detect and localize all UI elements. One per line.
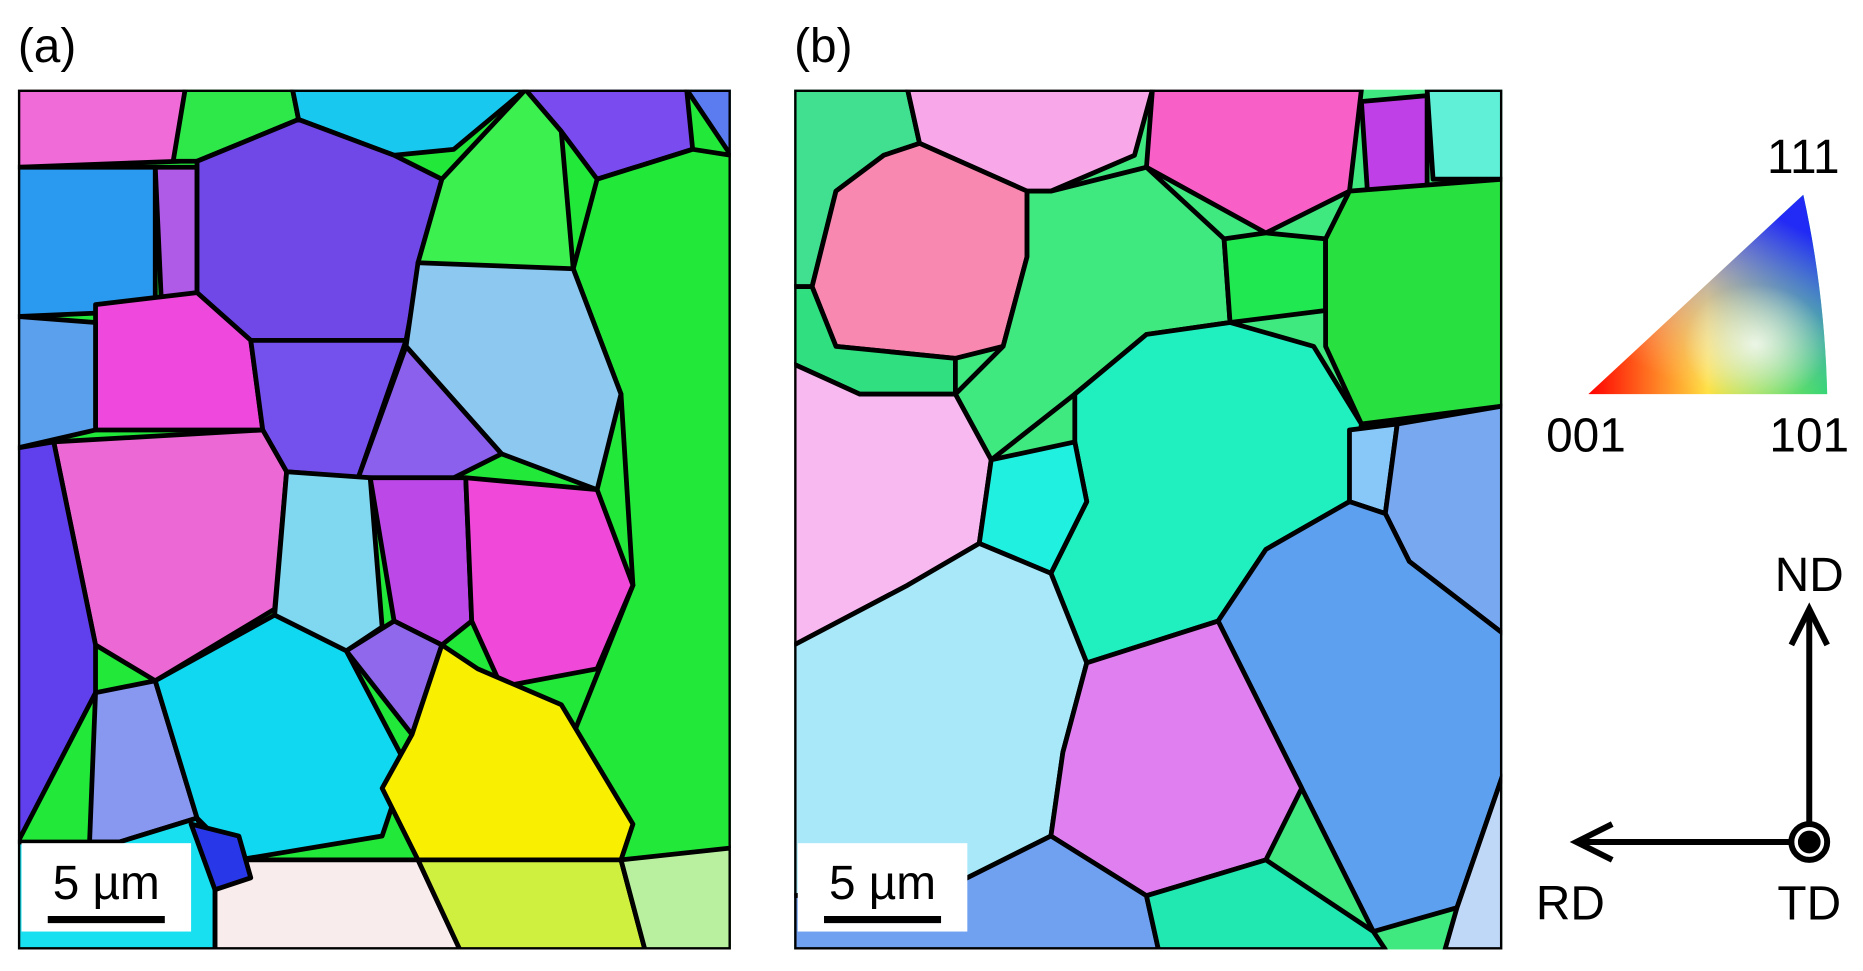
grain <box>1424 89 1503 182</box>
grain <box>1359 93 1430 194</box>
grain <box>1144 89 1364 236</box>
grain <box>152 164 200 301</box>
ebsd-map <box>794 89 1503 950</box>
out-of-plane-dot <box>1797 830 1821 854</box>
grain <box>17 89 188 170</box>
sample-axes <box>1569 602 1831 863</box>
ipf-corner-label: 101 <box>1769 409 1849 462</box>
grain <box>1323 176 1503 427</box>
axis-label: RD <box>1536 878 1605 931</box>
scale-bar: 5 µm <box>21 843 192 932</box>
scale-bar: 5 µm <box>797 843 968 932</box>
ipf-key: 111 001 101 <box>1546 131 1849 462</box>
grain <box>17 164 158 319</box>
ipf-corner-label: 111 <box>1767 131 1840 184</box>
grain <box>17 439 98 845</box>
grain <box>976 439 1090 576</box>
grain <box>415 857 648 950</box>
panel-label: (b) <box>794 20 852 73</box>
panel-label: (a) <box>18 20 76 73</box>
grain <box>463 475 636 690</box>
arrow-head <box>1788 602 1830 647</box>
grain <box>1221 230 1328 325</box>
grain <box>684 89 731 158</box>
axis-label: ND <box>1775 549 1844 602</box>
grain <box>379 642 636 863</box>
grain <box>367 475 475 648</box>
grain <box>1215 499 1503 934</box>
grain <box>188 821 254 893</box>
grain <box>558 146 731 950</box>
ipf-corner-label: 001 <box>1546 409 1626 462</box>
scale-bar-label: 5 µm <box>829 857 936 910</box>
grain <box>1144 857 1388 950</box>
grain <box>1442 773 1503 950</box>
ipf-triangle-highlight <box>1588 194 1828 395</box>
grain <box>17 314 98 451</box>
ebsd-map <box>17 89 731 950</box>
grain <box>618 845 731 950</box>
axis-label: TD <box>1777 878 1841 931</box>
arrow-head <box>1569 821 1614 863</box>
scale-bar-label: 5 µm <box>53 857 160 910</box>
